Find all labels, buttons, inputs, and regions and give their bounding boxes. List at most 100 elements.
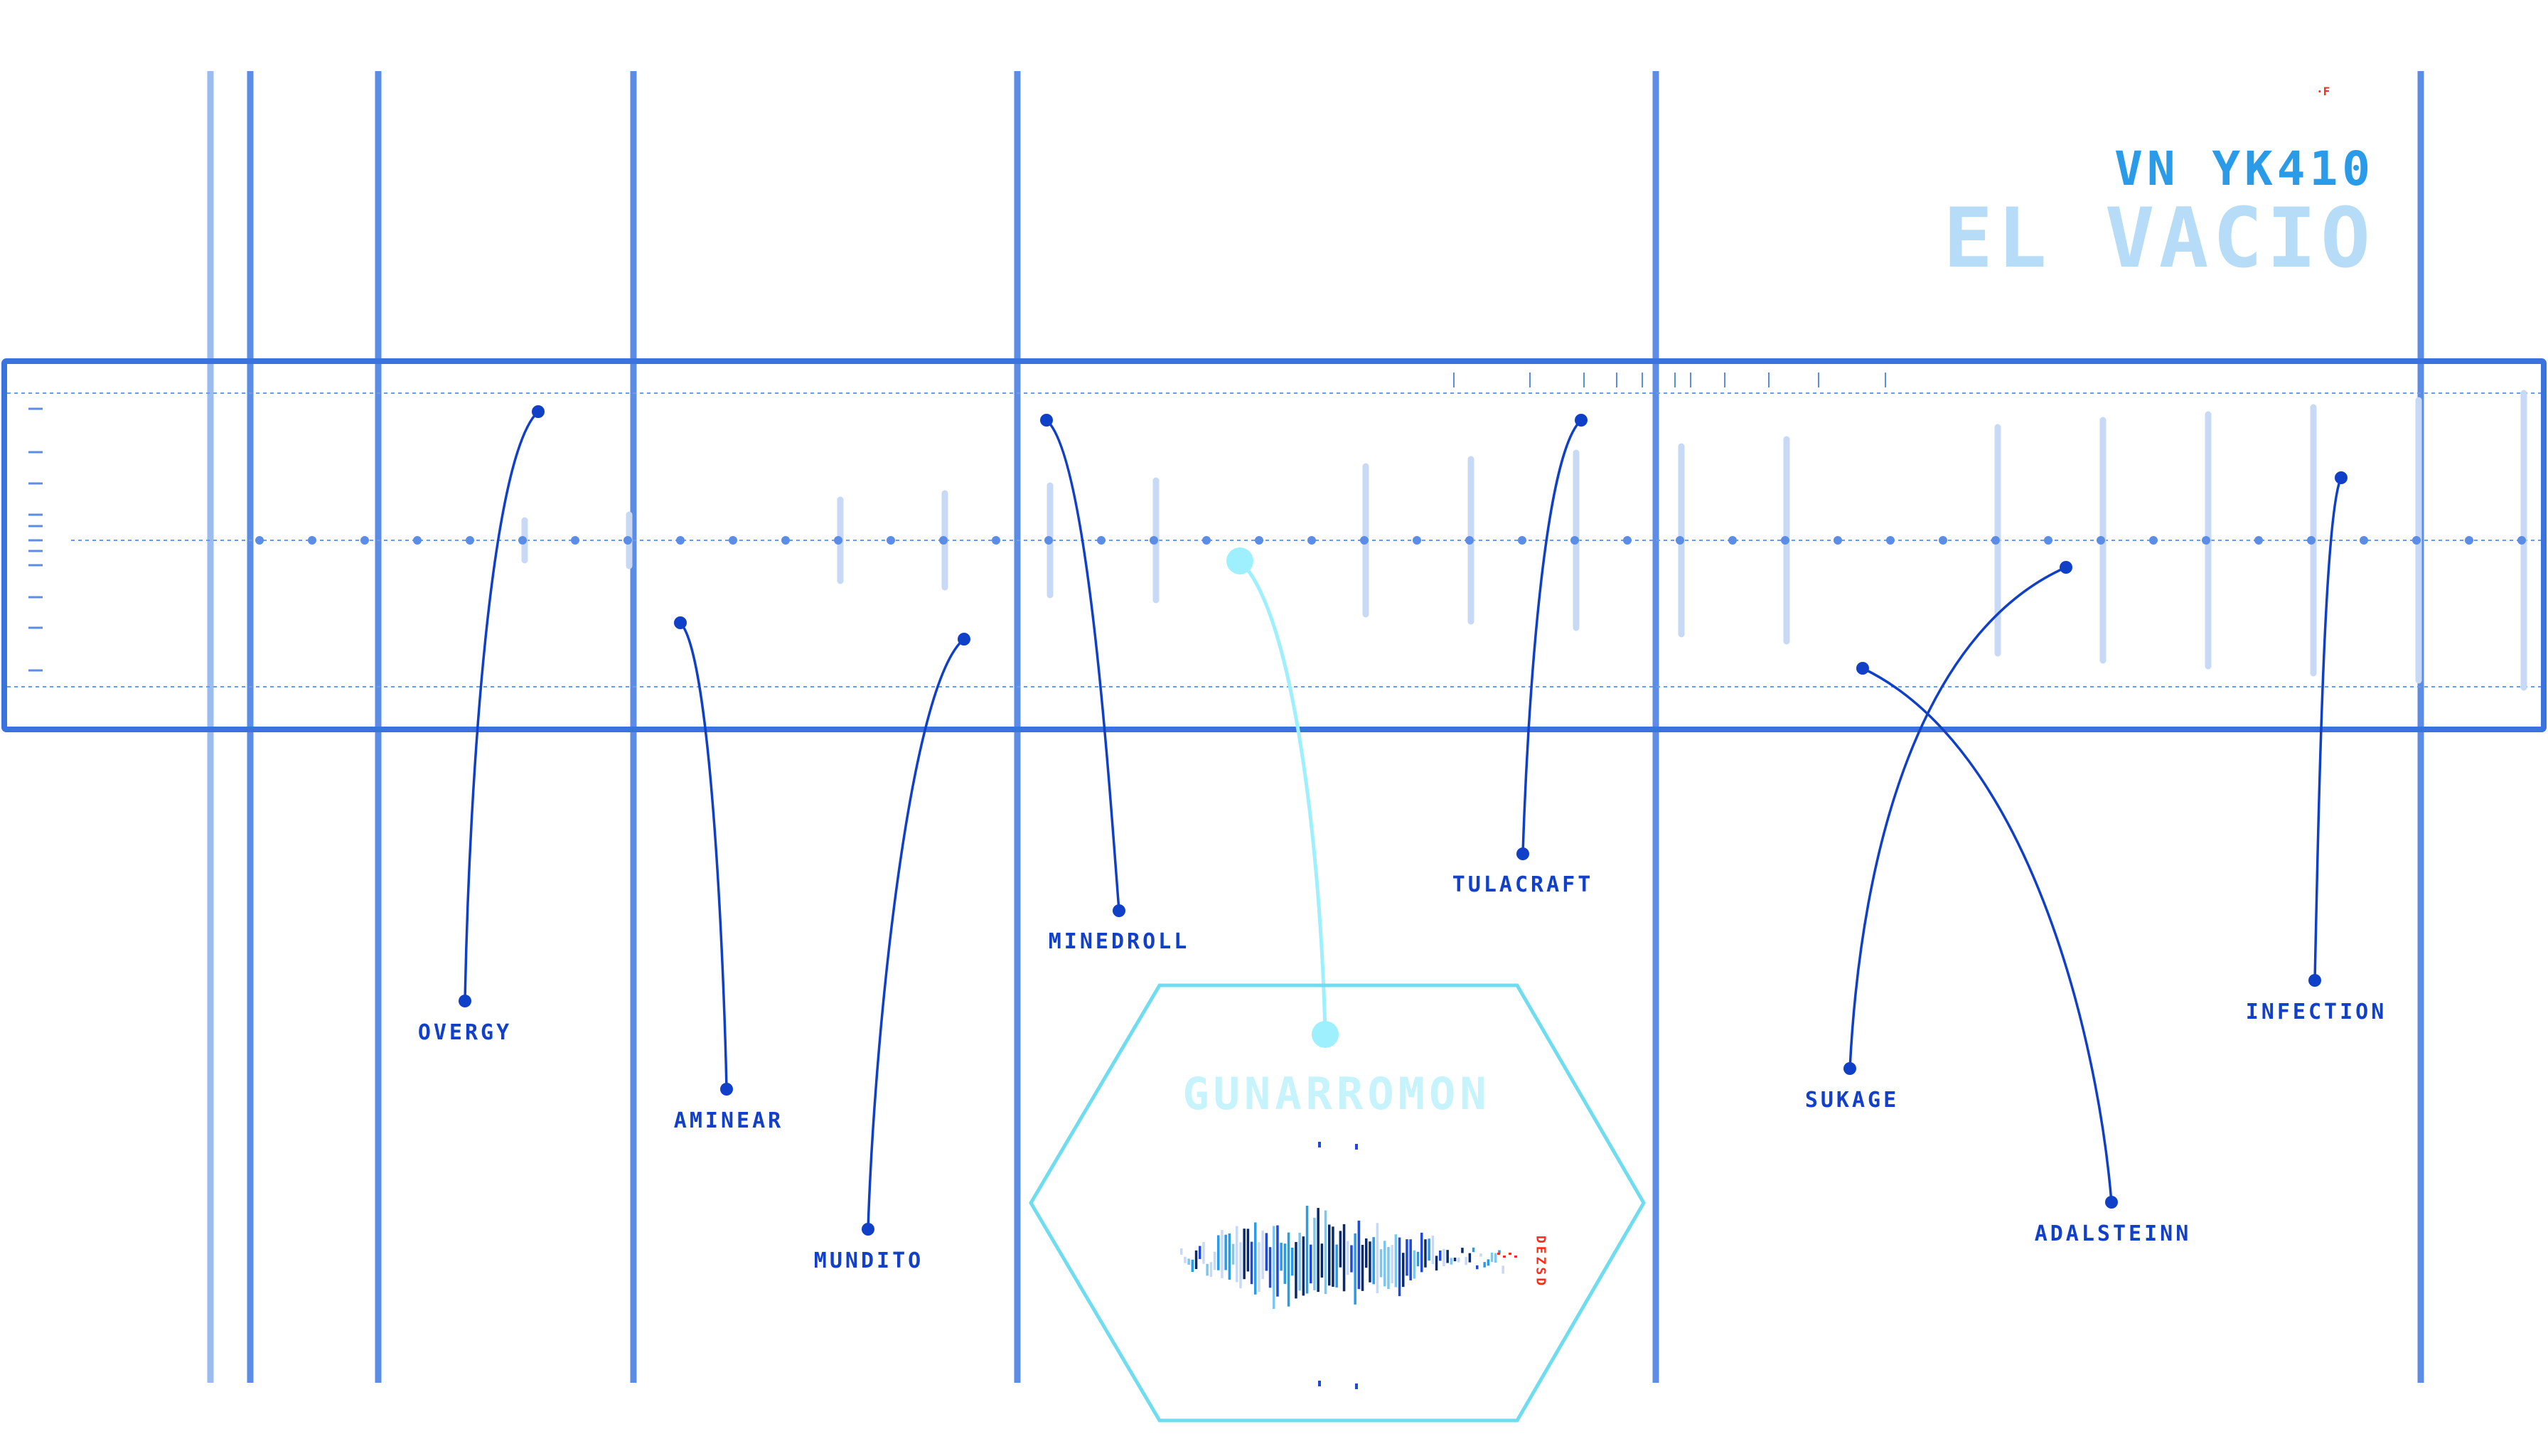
endpoint	[2105, 1196, 2118, 1209]
waveform-bar	[1213, 1251, 1216, 1270]
axis-dots	[255, 536, 2526, 545]
audio-waveform-icon	[1180, 1142, 1517, 1389]
node-label-minedroll[interactable]: MINEDROLL	[1049, 929, 1190, 954]
waveform-bar	[1261, 1230, 1264, 1280]
page-subtitle: VN YK410	[2114, 141, 2375, 196]
connectors	[464, 410, 2343, 1230]
endpoint	[862, 1223, 874, 1236]
waveform-bar	[1339, 1231, 1342, 1268]
endpoint-highlight	[1312, 1021, 1339, 1048]
node-label-tulacraft[interactable]: TULACRAFT	[1452, 872, 1594, 897]
waveform-bar	[1372, 1237, 1375, 1285]
waveform-bar	[1479, 1253, 1482, 1257]
waveform-bar	[1446, 1250, 1449, 1263]
waveform-bar	[1209, 1262, 1213, 1278]
endpoint	[1856, 662, 1869, 675]
axis-dot	[676, 536, 685, 545]
featured-label: GUNARROMON	[1182, 1068, 1490, 1120]
waveform-bar	[1328, 1224, 1331, 1286]
waveform-bar	[1476, 1265, 1479, 1270]
waveform-bar	[1324, 1210, 1327, 1295]
timeline-panel	[1, 358, 2547, 732]
waveform-bar	[1184, 1256, 1187, 1263]
waveform-bar	[1228, 1233, 1231, 1280]
connector-overgy	[464, 410, 540, 1002]
waveform-bar	[1342, 1224, 1346, 1292]
waveform-bar	[1243, 1228, 1246, 1280]
axis-dot	[518, 536, 527, 545]
waveform-bar	[1387, 1247, 1390, 1290]
axis-dot	[781, 536, 790, 545]
waveform-bar	[1347, 1241, 1349, 1275]
node-label-infection[interactable]: INFECTION	[2246, 1000, 2387, 1024]
waveform-bar	[1406, 1239, 1408, 1276]
node-label-sukage[interactable]: SUKAGE	[1805, 1088, 1899, 1113]
node-labels: OVERGY AMINEAR MUNDITO MINEDROLL TULACRA…	[418, 872, 2387, 1273]
waveform-marker	[1355, 1144, 1358, 1150]
waveform-bar	[1379, 1249, 1383, 1278]
waveform-bar	[1191, 1259, 1194, 1273]
waveform-bar	[1498, 1250, 1501, 1254]
endpoint	[674, 616, 687, 629]
waveform-bar	[1287, 1232, 1290, 1307]
waveform-bar	[1250, 1241, 1253, 1285]
waveform-bar	[1487, 1259, 1490, 1266]
waveform-bar	[1246, 1228, 1250, 1272]
endpoint	[1516, 847, 1529, 860]
axis-dot	[1939, 536, 1947, 545]
axis-dot	[2149, 536, 2158, 545]
connector-sukage	[1848, 566, 2067, 1069]
endpoint	[2060, 561, 2072, 574]
waveform-bar	[1280, 1243, 1283, 1271]
waveform-bar	[1310, 1244, 1312, 1284]
axis-dot	[360, 536, 369, 545]
endpoint	[1113, 904, 1125, 917]
node-label-mundito[interactable]: MUNDITO	[814, 1248, 924, 1273]
axis-dot	[1728, 536, 1737, 545]
axis-dot	[2044, 536, 2052, 545]
waveform-marker	[1355, 1383, 1358, 1389]
featured-side-text: DEZSD	[1533, 1236, 1548, 1288]
waveform-bar	[1258, 1242, 1260, 1292]
endpoint	[2335, 471, 2348, 484]
waveform-bar	[1431, 1236, 1435, 1265]
waveform-bar	[1224, 1234, 1227, 1270]
axis-dot	[2202, 536, 2210, 545]
waveform-bar	[1453, 1258, 1457, 1262]
waveform-bar	[1305, 1205, 1309, 1294]
endpoint	[532, 405, 545, 418]
waveform-bar	[1332, 1226, 1334, 1288]
endpoint	[720, 1083, 733, 1096]
waveform-bar	[1276, 1225, 1279, 1297]
waveform-bar	[1291, 1247, 1294, 1276]
axis-dot	[1044, 536, 1053, 545]
axis-dot	[255, 536, 264, 545]
axis-dot	[1518, 536, 1526, 545]
node-label-adalsteinn[interactable]: ADALSTEINN	[2035, 1221, 2192, 1246]
axis-dot	[571, 536, 579, 545]
waveform-bar	[1313, 1217, 1316, 1290]
waveform-bar	[1398, 1237, 1401, 1297]
waveform-bar	[1335, 1244, 1338, 1288]
featured-node[interactable]: GUNARROMON DEZSD	[1029, 983, 1646, 1423]
axis-dot	[729, 536, 737, 545]
waveform-bar	[1268, 1247, 1272, 1288]
waveform-marker	[1318, 1142, 1321, 1147]
top-ticks	[1453, 373, 1886, 387]
waveform-bar	[1199, 1246, 1201, 1259]
connector-amineear	[679, 621, 728, 1090]
axis-dot	[1465, 536, 1474, 545]
axis-dot	[1676, 536, 1684, 545]
axis-dot	[2254, 536, 2263, 545]
waveform-marker	[1318, 1381, 1321, 1386]
waveform-bar	[1350, 1245, 1353, 1273]
waveform-bar	[1317, 1208, 1320, 1292]
node-label-amineear[interactable]: AMINEAR	[674, 1108, 783, 1133]
node-label-overgy[interactable]: OVERGY	[418, 1020, 512, 1045]
waveform-bar	[1236, 1226, 1238, 1283]
waveform-bar	[1402, 1253, 1405, 1288]
waveform-bar	[1442, 1248, 1445, 1267]
featured-hexagon[interactable]	[1029, 983, 1646, 1423]
page-title: EL VACIO	[1943, 191, 2375, 287]
connector-endpoints	[459, 405, 2348, 1236]
